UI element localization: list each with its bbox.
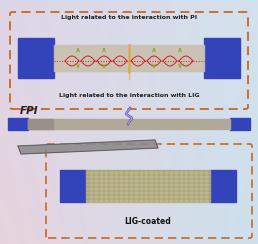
Bar (8, 118, 28, 130)
Text: Light related to the interaction with PI: Light related to the interaction with PI (61, 16, 197, 20)
Bar (230, 118, 250, 130)
Bar (60, 170, 86, 202)
Bar (18, 38, 54, 78)
Bar (204, 38, 240, 78)
Bar (28, 119, 230, 129)
Bar (54, 45, 204, 71)
Bar (86, 170, 210, 202)
Text: Light related to the interaction with LIG: Light related to the interaction with LI… (59, 93, 199, 99)
Text: FPI: FPI (20, 106, 39, 116)
Bar (210, 170, 236, 202)
Polygon shape (18, 140, 158, 154)
Bar (28, 119, 53, 129)
Text: LIG-coated: LIG-coated (125, 217, 171, 226)
